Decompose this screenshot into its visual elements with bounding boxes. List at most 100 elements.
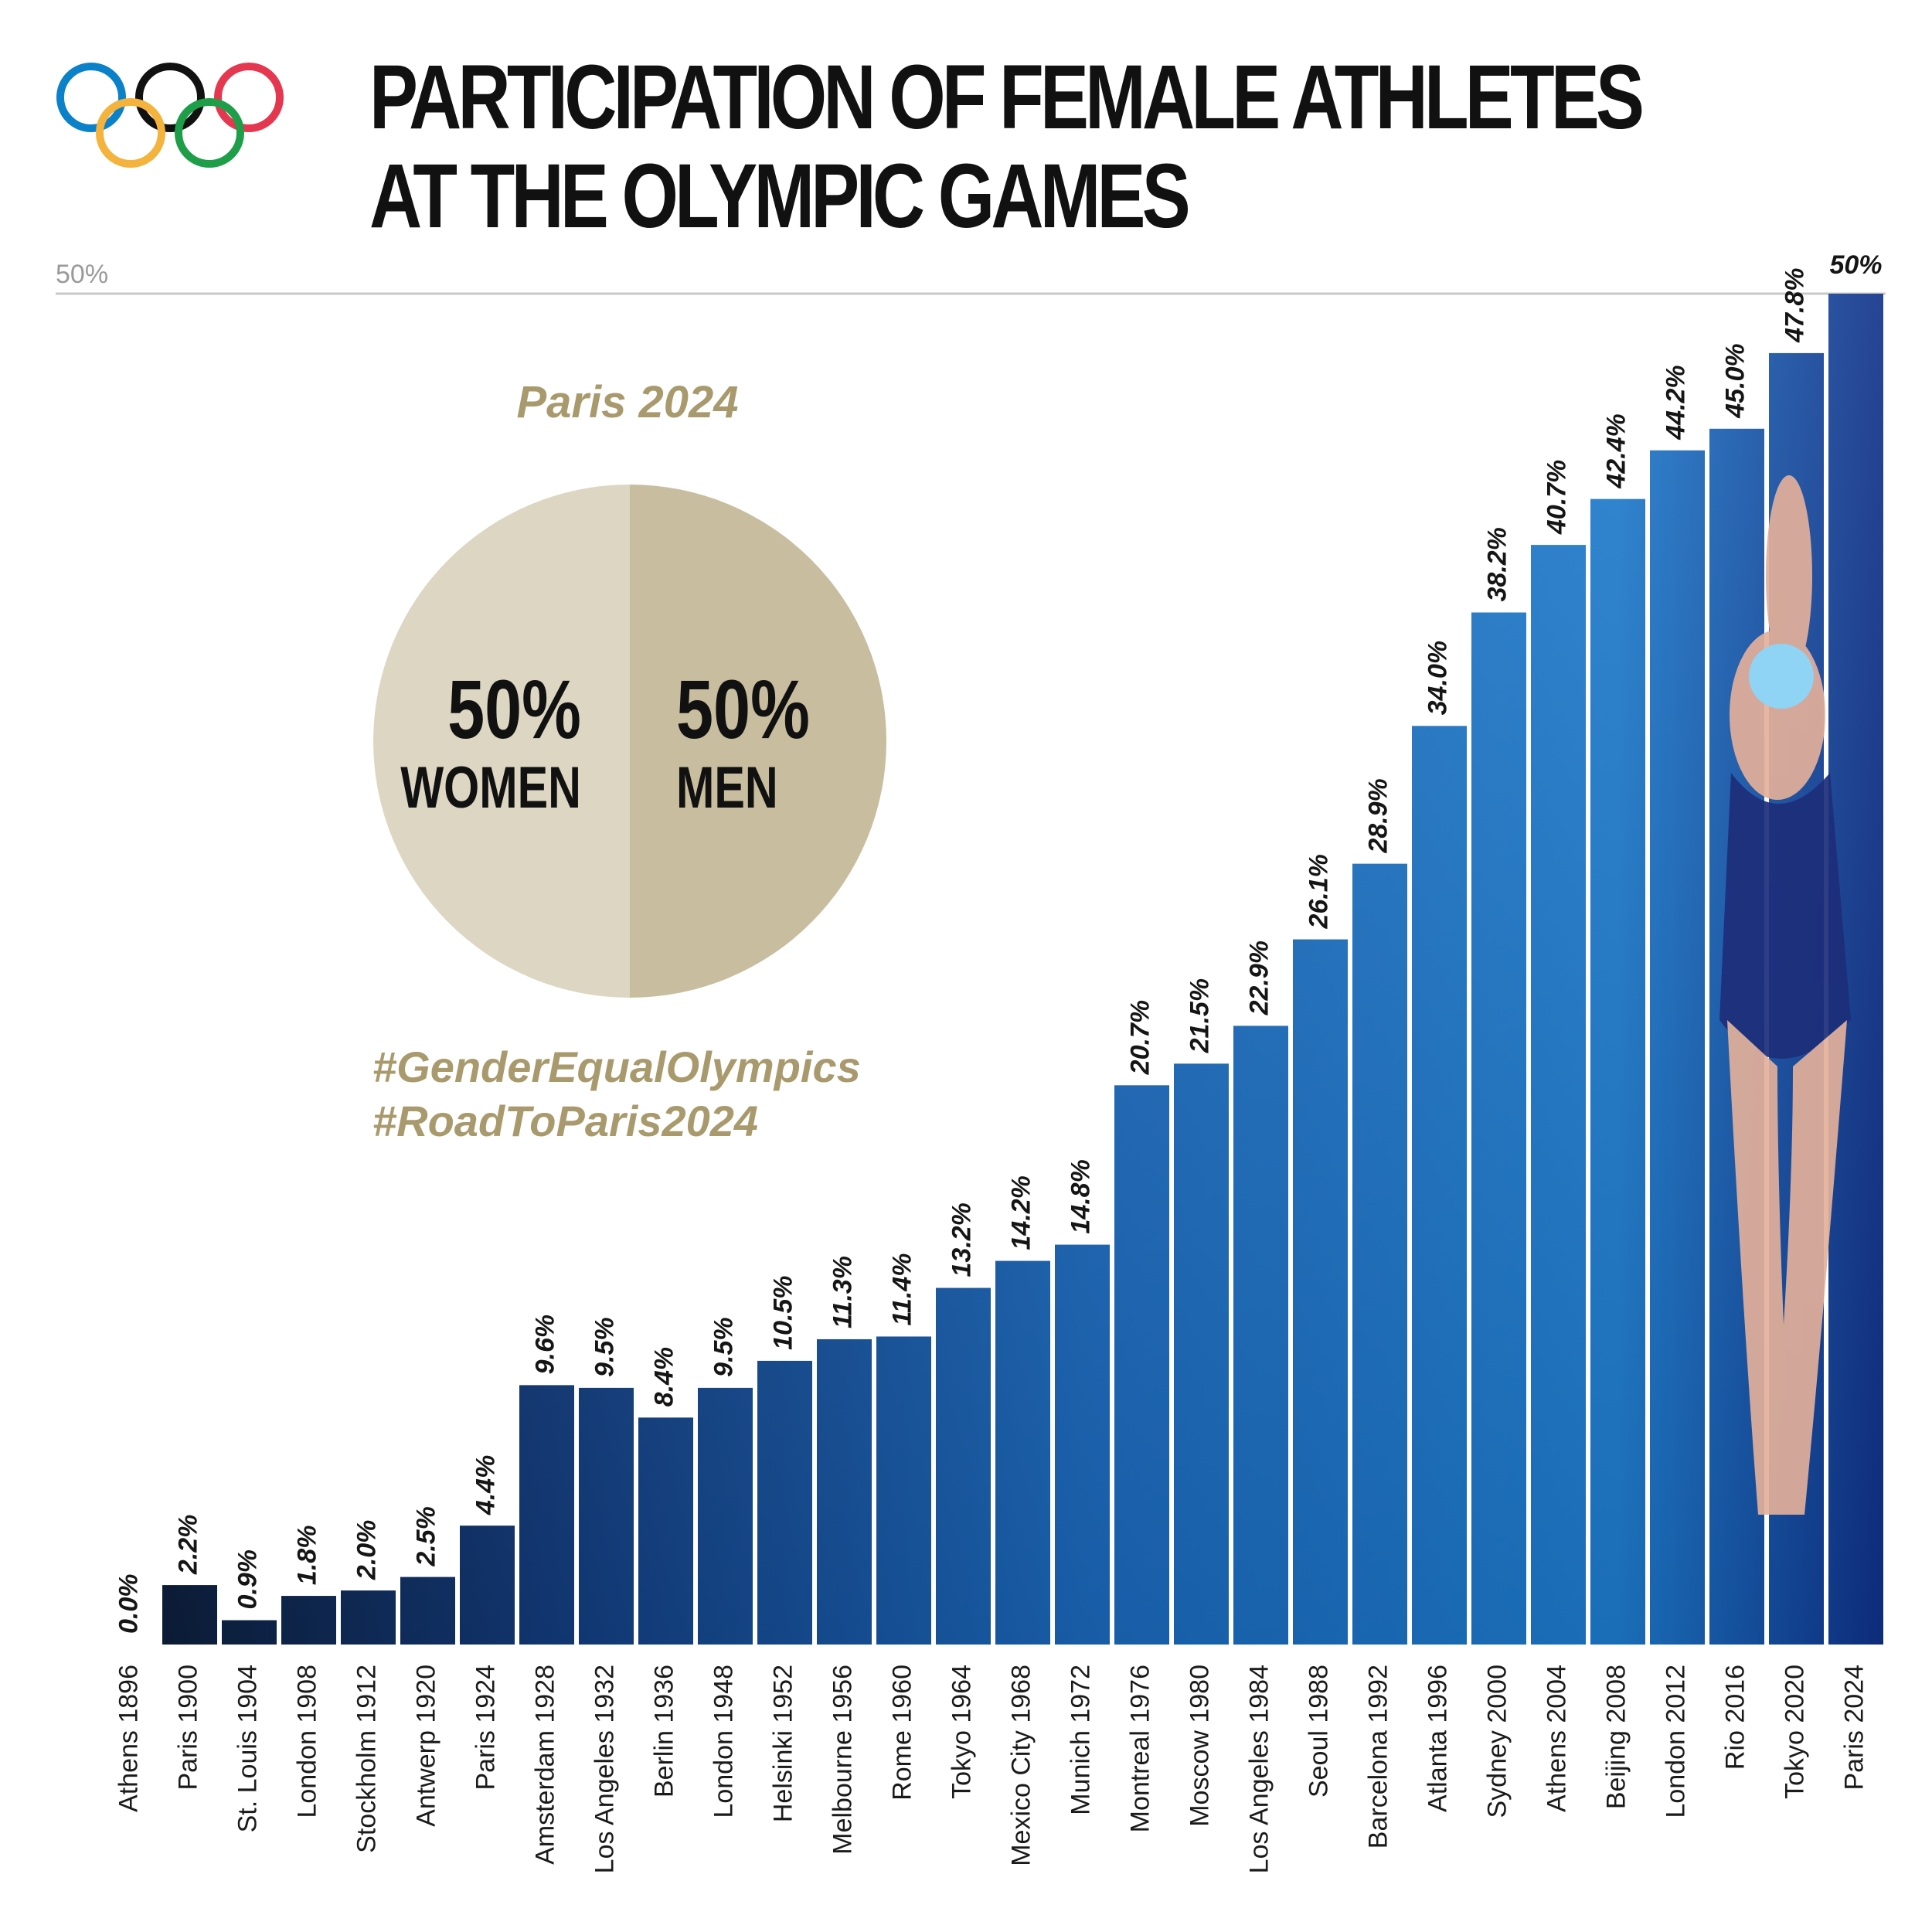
value-label-11: 10.5% (768, 1276, 798, 1350)
x-tick-label-29: Paris 2024 (1839, 1665, 1869, 1791)
bar-shade-10 (698, 1387, 753, 1645)
bar-shade-25 (1590, 498, 1645, 1645)
bar-shade-9 (638, 1417, 693, 1645)
value-label-6: 4.4% (471, 1455, 500, 1516)
bars-group (162, 294, 1883, 1645)
value-label-22: 34.0% (1423, 641, 1452, 715)
value-label-26: 44.2% (1661, 365, 1690, 440)
bar-shade-11 (757, 1360, 812, 1645)
value-label-12: 11.3% (828, 1256, 857, 1328)
reference-line-label: 50% (56, 260, 108, 289)
value-label-8: 9.5% (590, 1317, 619, 1377)
x-tick-label-23: Sydney 2000 (1482, 1665, 1512, 1818)
x-tick-label-13: Rome 1960 (887, 1665, 917, 1801)
bar-shade-17 (1114, 1085, 1169, 1645)
value-label-16: 14.8% (1066, 1159, 1095, 1233)
x-tick-label-5: Antwerp 1920 (411, 1665, 440, 1827)
x-tick-label-6: Paris 1924 (471, 1665, 500, 1791)
bar-shade-16 (1055, 1244, 1110, 1645)
swimmer-illustration (1719, 475, 1851, 1515)
title-line-1: PARTICIPATION OF FEMALE ATHLETES (369, 46, 1645, 148)
ring-black (135, 63, 205, 132)
value-label-9: 8.4% (649, 1347, 679, 1407)
women-percent: 50% (447, 662, 581, 756)
bar-shade-20 (1293, 939, 1348, 1645)
bar-shade-13 (876, 1336, 931, 1645)
pie-slice-women (373, 485, 630, 998)
swim-cap (1749, 644, 1814, 709)
x-tick-label-8: Los Angeles 1932 (590, 1665, 619, 1873)
value-label-3: 1.8% (292, 1526, 321, 1586)
title-line-2: AT THE OLYMPIC GAMES (369, 145, 1191, 247)
value-label-24: 40.7% (1542, 460, 1571, 535)
bar-shade-18 (1174, 1063, 1229, 1645)
x-tick-labels-group: Athens 1896 Paris 1900 St. Louis 1904 Londo… (114, 1665, 1869, 1873)
x-tick-label-16: Munich 1972 (1066, 1665, 1095, 1815)
men-percent: 50% (676, 662, 810, 756)
bar-shade-24 (1531, 545, 1586, 1645)
x-tick-label-2: St. Louis 1904 (233, 1665, 262, 1832)
bar-shade-23 (1471, 612, 1526, 1645)
value-label-15: 14.2% (1006, 1175, 1036, 1250)
x-tick-label-22: Atlanta 1996 (1423, 1665, 1452, 1812)
value-label-25: 42.4% (1601, 413, 1631, 488)
x-tick-label-15: Mexico City 1968 (1006, 1665, 1036, 1866)
value-label-7: 9.6% (530, 1315, 560, 1375)
value-label-29: 50% (1829, 250, 1882, 280)
ring-blue (56, 63, 126, 132)
bar-shade-6 (460, 1526, 515, 1645)
value-label-1: 2.2% (173, 1515, 202, 1576)
women-label: WOMEN (400, 755, 581, 821)
value-label-2: 0.9% (233, 1549, 262, 1610)
value-label-10: 9.5% (709, 1317, 738, 1377)
bar-shade-2 (222, 1620, 277, 1645)
x-tick-label-4: Stockholm 1912 (352, 1665, 381, 1853)
page-title: PARTICIPATION OF FEMALE ATHLETES AT THE … (369, 46, 1645, 247)
bar-shade-22 (1412, 726, 1467, 1645)
value-label-17: 20.7% (1125, 1000, 1155, 1075)
x-tick-label-17: Montreal 1976 (1125, 1665, 1155, 1832)
x-tick-label-11: Helsinki 1952 (768, 1665, 798, 1822)
bar-shade-4 (341, 1590, 396, 1645)
bar-shade-15 (995, 1260, 1050, 1645)
value-label-14: 13.2% (947, 1202, 976, 1277)
olympic-rings-logo (56, 63, 284, 168)
ring-red (214, 63, 284, 132)
x-tick-label-12: Melbourne 1956 (828, 1665, 857, 1855)
inset-heading: Paris 2024 (516, 377, 738, 427)
pie-slice-men (630, 485, 886, 998)
x-tick-label-0: Athens 1896 (114, 1665, 143, 1812)
x-tick-label-10: London 1948 (709, 1665, 738, 1818)
value-label-0: 0.0% (114, 1574, 143, 1634)
ring-green (175, 98, 244, 168)
x-tick-label-27: Rio 2016 (1720, 1665, 1750, 1770)
value-label-20: 26.1% (1304, 854, 1333, 929)
ring-yellow (96, 98, 165, 168)
x-tick-label-3: London 1908 (292, 1665, 321, 1818)
value-labels-group: 0.0% 2.2% 0.9% 1.8% 2.0% 2.5% 4.4% 9.6% 9.5% 8.4%… (114, 250, 1882, 1634)
value-label-5: 2.5% (411, 1506, 440, 1567)
x-tick-label-19: Los Angeles 1984 (1244, 1665, 1274, 1873)
bar-shade-12 (817, 1338, 872, 1645)
value-label-4: 2.0% (352, 1520, 381, 1581)
x-tick-label-21: Barcelona 1992 (1363, 1665, 1393, 1849)
x-tick-label-26: London 2012 (1661, 1665, 1690, 1818)
hashtag-road-to-paris: #RoadToParis2024 (372, 1097, 758, 1145)
bar-shade-21 (1352, 863, 1407, 1645)
value-label-28: 47.8% (1780, 268, 1809, 343)
bar-shade-5 (400, 1577, 455, 1645)
x-tick-label-18: Moscow 1980 (1185, 1665, 1214, 1827)
x-tick-label-1: Paris 1900 (173, 1665, 202, 1791)
x-tick-label-14: Tokyo 1964 (947, 1665, 976, 1799)
hashtag-gender-equal: #GenderEqualOlympics (372, 1043, 861, 1091)
bar-shade-7 (519, 1385, 574, 1645)
x-tick-label-28: Tokyo 2020 (1780, 1665, 1809, 1799)
bar-shade-14 (936, 1287, 991, 1645)
value-label-23: 38.2% (1482, 527, 1512, 601)
value-label-18: 21.5% (1185, 978, 1214, 1053)
x-tick-label-20: Seoul 1988 (1304, 1665, 1333, 1798)
x-tick-label-9: Berlin 1936 (649, 1665, 679, 1798)
bar-shade-26 (1650, 450, 1705, 1645)
x-tick-label-24: Athens 2004 (1542, 1665, 1571, 1812)
